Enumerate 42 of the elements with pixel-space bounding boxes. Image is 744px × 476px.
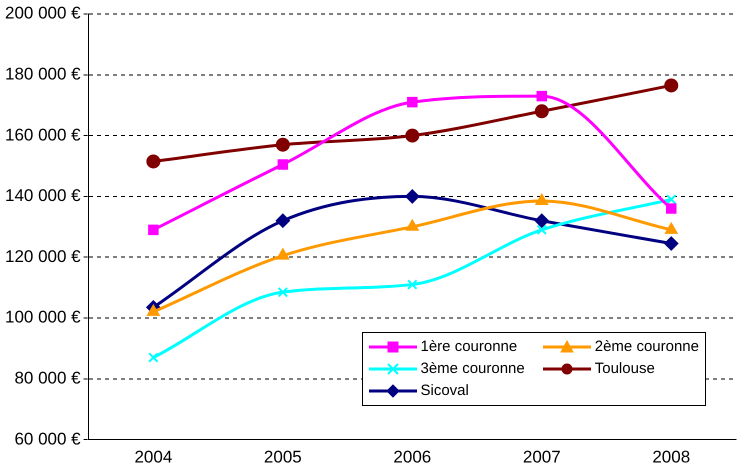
y-tick-label: 60 000 € <box>14 429 82 448</box>
legend-label: Sicoval <box>420 382 469 400</box>
y-tick-label: 80 000 € <box>14 368 82 388</box>
point <box>147 304 160 316</box>
point <box>407 96 418 108</box>
point <box>536 194 548 205</box>
point <box>276 248 290 260</box>
point <box>666 194 677 205</box>
point <box>406 220 419 231</box>
x-tick-label: 2005 <box>264 447 302 466</box>
point <box>276 214 290 228</box>
x-tick-label: 2006 <box>393 447 432 466</box>
legend-label: 3ème couronne <box>420 360 525 378</box>
point <box>276 138 290 152</box>
point <box>278 286 288 298</box>
y-tick-label: 160 000 € <box>4 125 82 144</box>
y-tick-label: 180 000 € <box>4 64 82 84</box>
point <box>278 159 288 170</box>
x-tick-label: 2007 <box>522 447 561 466</box>
point <box>534 214 549 228</box>
point <box>536 90 548 102</box>
point <box>666 203 677 214</box>
point <box>534 104 549 118</box>
point <box>665 222 678 234</box>
x-tick-label: 2004 <box>134 447 172 466</box>
point <box>405 189 420 204</box>
point <box>664 78 678 92</box>
y-tick-label: 120 000 € <box>4 246 82 266</box>
point <box>536 224 548 236</box>
point <box>405 128 420 143</box>
y-tick-label: 200 000 € <box>4 4 82 23</box>
legend-label: 1ère couronne <box>420 338 518 356</box>
point <box>148 352 159 363</box>
point <box>148 224 159 236</box>
point <box>664 236 678 251</box>
y-tick-label: 140 000 € <box>4 186 82 206</box>
legend-label: 2ème couronne <box>594 338 699 356</box>
point <box>407 279 418 290</box>
point <box>146 154 160 168</box>
y-tick-label: 100 000 € <box>4 308 82 327</box>
legend-label: Toulouse <box>594 360 655 378</box>
x-tick-label: 2008 <box>652 447 690 466</box>
